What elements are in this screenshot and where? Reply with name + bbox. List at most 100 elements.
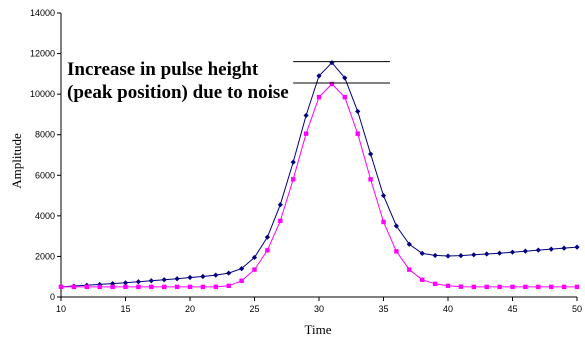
data-point	[445, 283, 451, 289]
y-tick-label: 8000	[35, 130, 55, 140]
reference-lines	[293, 61, 390, 84]
data-point	[432, 281, 438, 287]
data-point	[162, 284, 167, 290]
data-point	[303, 112, 309, 119]
data-point	[277, 202, 283, 208]
y-axis-title: Amplitude	[9, 133, 24, 189]
data-point	[97, 284, 102, 290]
data-point	[187, 274, 193, 281]
data-point	[213, 272, 219, 278]
data-point	[342, 75, 348, 81]
y-tick-label: 6000	[35, 170, 55, 180]
data-point	[523, 284, 528, 290]
data-point	[161, 277, 167, 283]
data-point	[393, 223, 399, 229]
data-point	[407, 267, 412, 272]
data-point	[561, 284, 567, 290]
data-point	[484, 251, 490, 257]
data-point	[251, 254, 258, 261]
data-point	[136, 284, 141, 290]
data-point	[200, 273, 206, 280]
x-tick-label: 15	[120, 304, 130, 314]
data-point	[316, 94, 322, 100]
y-tick-label: 10000	[30, 89, 55, 99]
data-point	[303, 131, 309, 136]
data-point	[574, 244, 580, 250]
x-tick-label: 35	[378, 304, 388, 314]
y-tick-label: 2000	[35, 251, 55, 261]
data-point	[509, 249, 516, 255]
data-point	[135, 279, 141, 285]
data-point	[187, 284, 193, 290]
x-tick-label: 50	[572, 304, 582, 314]
data-point	[329, 81, 335, 87]
data-point	[406, 241, 412, 247]
x-tick-label: 40	[443, 304, 453, 314]
data-point	[471, 252, 477, 258]
data-point	[213, 284, 218, 290]
annotation-line-2: (peak position) due to noise	[67, 82, 289, 103]
data-point	[536, 284, 541, 290]
data-point	[355, 131, 360, 136]
data-point	[420, 277, 425, 282]
y-tick-label: 4000	[35, 211, 55, 221]
data-point	[174, 276, 180, 282]
data-point	[122, 280, 129, 286]
data-point	[329, 60, 335, 66]
data-point	[471, 284, 476, 290]
x-tick-label: 30	[314, 304, 324, 314]
data-point	[368, 151, 374, 157]
data-point	[226, 283, 231, 289]
data-point	[522, 248, 528, 254]
data-point	[71, 284, 77, 290]
data-point	[290, 159, 296, 165]
y-tick-label: 12000	[30, 49, 55, 59]
chart-series	[58, 60, 580, 290]
data-point	[148, 278, 154, 284]
data-point	[110, 284, 115, 290]
data-point	[368, 177, 373, 182]
data-point	[510, 284, 515, 290]
data-point	[239, 278, 244, 283]
data-point	[497, 284, 502, 290]
y-tick-label: 0	[50, 292, 55, 302]
series-2	[58, 81, 580, 290]
chart-ticks: 0 2000 4000 6000 8000 10000 12000 14000 10 15 20 25…	[30, 8, 582, 314]
data-point	[265, 248, 270, 253]
data-point	[561, 245, 567, 251]
series-1	[58, 60, 580, 290]
data-point	[497, 250, 503, 256]
data-point	[458, 253, 464, 259]
data-point	[291, 177, 296, 182]
data-point	[110, 281, 116, 287]
data-point	[535, 247, 541, 253]
x-tick-label: 45	[507, 304, 517, 314]
x-tick-label: 25	[249, 304, 259, 314]
data-point	[484, 284, 489, 290]
annotation-line-1: Increase in pulse height	[67, 59, 259, 80]
data-point	[548, 246, 554, 252]
data-point	[123, 284, 128, 290]
data-point	[381, 219, 386, 225]
data-point	[239, 266, 245, 272]
data-point	[458, 284, 464, 289]
data-point	[58, 284, 64, 290]
data-point	[316, 73, 322, 79]
data-point	[394, 249, 399, 254]
x-tick-label: 10	[56, 304, 66, 314]
x-tick-label: 20	[185, 304, 195, 314]
data-point	[549, 284, 554, 290]
data-point	[574, 284, 580, 290]
data-point	[174, 284, 180, 290]
data-point	[445, 253, 451, 259]
data-point	[226, 270, 232, 276]
data-point	[419, 250, 425, 256]
x-axis-title: Time	[305, 322, 332, 337]
data-point	[252, 267, 257, 272]
data-point	[278, 218, 283, 224]
data-point	[149, 284, 154, 290]
data-point	[264, 234, 270, 240]
series-line	[61, 83, 577, 288]
data-point	[380, 192, 387, 199]
